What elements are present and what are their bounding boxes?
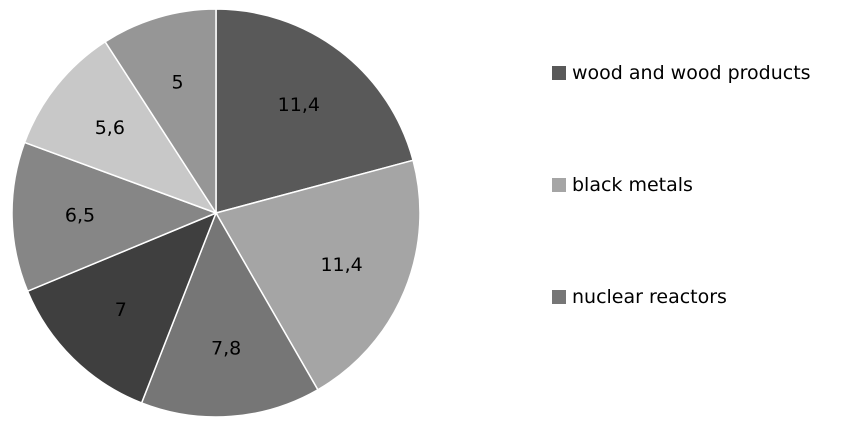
pie-slice-4 (26, 211, 218, 404)
pie-slices (11, 8, 421, 418)
legend-label-2: black metals (572, 174, 693, 196)
pie-slice-2 (214, 159, 421, 391)
data-label-2: 11,4 (320, 254, 362, 276)
legend-swatch-1 (552, 66, 566, 80)
legend-swatch-2 (552, 178, 566, 192)
pie-slice-3 (140, 211, 319, 418)
legend-label-3: nuclear reactors (572, 286, 727, 308)
pie-slice-1 (215, 8, 414, 214)
pie-slice-6 (23, 40, 218, 215)
data-label-4: 7 (115, 299, 127, 321)
pie-slice-7 (104, 8, 217, 216)
data-label-3: 7,8 (211, 338, 241, 360)
data-label-6: 5,6 (95, 117, 125, 139)
legend-label-1: wood and wood products (572, 62, 811, 84)
legend-swatch-3 (552, 290, 566, 304)
data-label-5: 6,5 (65, 205, 95, 227)
legend: wood and wood products black metals nuclea… (552, 62, 811, 308)
pie-data-labels: 11,4 11,4 7,8 7 6,5 5,6 5 (65, 72, 363, 360)
pie-slice-5 (11, 141, 219, 293)
data-label-7: 5 (171, 72, 183, 94)
data-label-1: 11,4 (278, 94, 320, 116)
